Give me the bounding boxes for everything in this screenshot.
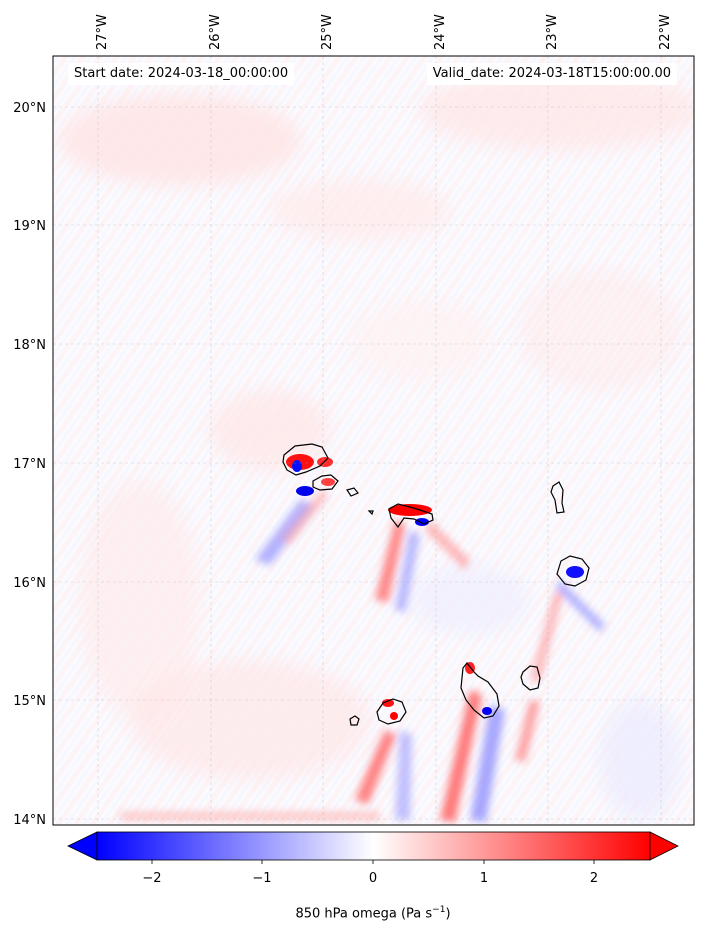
lon-tick-labels: 27°W 26°W 25°W 24°W 23°W 22°W xyxy=(95,14,673,50)
colorbar-label-main: 850 hPa omega (Pa s xyxy=(295,906,433,922)
map-panel xyxy=(52,55,695,826)
colorbar-extend-min xyxy=(67,831,98,861)
lon-tick-label: 25°W xyxy=(320,14,335,50)
lat-tick-label: 16°N xyxy=(13,576,46,591)
colorbar-tick-label: −1 xyxy=(252,871,271,886)
island-fogo xyxy=(376,698,407,725)
island-brava xyxy=(349,715,360,726)
island-maio xyxy=(520,665,541,691)
colorbar-label-end: ) xyxy=(445,906,451,922)
lat-tick-label: 14°N xyxy=(13,813,46,828)
valid-date-label: Valid_date: 2024-03-18T15:00:00.00 xyxy=(426,63,677,85)
broad-anomalies xyxy=(60,70,694,820)
map-frame xyxy=(52,55,695,826)
island-branco xyxy=(367,510,374,516)
omega-field xyxy=(53,56,694,825)
lat-tick-label: 20°N xyxy=(13,101,46,116)
colorbar-extend-max xyxy=(649,831,679,861)
lat-tick-label: 19°N xyxy=(13,219,46,234)
island-sao-vicente xyxy=(312,474,339,491)
colorbar: −2 −1 0 1 2 xyxy=(67,831,679,886)
lon-tick-label: 24°W xyxy=(433,14,448,50)
island-boa-vista xyxy=(556,555,590,587)
colorbar-tick-marks xyxy=(151,860,595,864)
colorbar-tick-label: 0 xyxy=(369,871,377,886)
lat-tick-label: 17°N xyxy=(13,457,46,472)
lon-tick-label: 22°W xyxy=(658,14,673,50)
gridlines xyxy=(53,56,694,825)
colorbar-tick-label: 2 xyxy=(590,871,598,886)
lat-tick-label: 15°N xyxy=(13,694,46,709)
island-santa-luzia xyxy=(346,487,359,497)
colorbar-label: 850 hPa omega (Pa s−1) xyxy=(0,905,703,921)
island-sal xyxy=(550,481,565,514)
start-date-label: Start date: 2024-03-18_00:00:00 xyxy=(68,63,295,85)
lon-tick-label: 27°W xyxy=(95,14,110,50)
island-sao-nicolau xyxy=(388,503,434,529)
lon-tick-label: 23°W xyxy=(545,14,560,50)
plumes xyxy=(120,490,605,822)
colorbar-tick-label: −2 xyxy=(142,871,161,886)
colorbar-tick-labels: −2 −1 0 1 2 xyxy=(142,871,598,886)
island-santiago xyxy=(460,662,500,719)
colorbar-tick-label: 1 xyxy=(480,871,488,886)
colorbar-gradient xyxy=(96,831,651,861)
colorbar-label-exponent: −1 xyxy=(432,905,446,915)
lon-tick-label: 26°W xyxy=(208,14,223,50)
lat-tick-labels: 20°N 19°N 18°N 17°N 16°N 15°N 14°N xyxy=(13,101,46,828)
lat-tick-label: 18°N xyxy=(13,338,46,353)
island-cores xyxy=(286,454,584,720)
island-santo-antao xyxy=(282,443,329,476)
coastlines xyxy=(282,443,590,726)
